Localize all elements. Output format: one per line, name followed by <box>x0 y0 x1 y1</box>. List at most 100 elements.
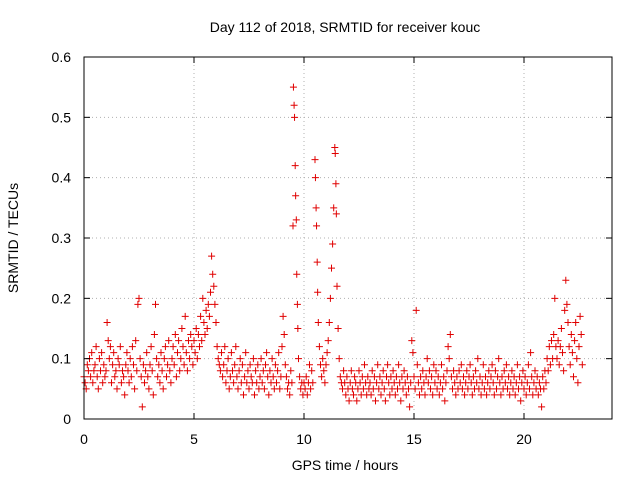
data-point <box>289 83 297 91</box>
data-point <box>171 331 179 339</box>
data-point <box>201 331 209 339</box>
data-point <box>368 367 376 375</box>
data-point <box>265 391 273 399</box>
data-point <box>389 367 397 375</box>
data-point <box>293 270 301 278</box>
data-point <box>280 331 288 339</box>
x-tick-label: 20 <box>516 431 532 447</box>
data-point <box>526 385 533 393</box>
data-point <box>550 331 558 339</box>
y-tick-label: 0.2 <box>52 290 72 306</box>
data-point <box>235 367 243 375</box>
axis-ticks <box>83 56 612 420</box>
data-point <box>256 373 264 381</box>
data-point <box>535 379 543 387</box>
data-point <box>289 222 297 230</box>
data-point <box>252 367 260 375</box>
data-point <box>340 367 348 375</box>
data-point <box>313 258 321 266</box>
data-point <box>262 361 269 369</box>
data-point <box>209 270 217 278</box>
data-point <box>457 361 465 369</box>
data-point <box>218 349 225 357</box>
data-point <box>555 361 563 369</box>
data-point <box>400 367 408 375</box>
data-point <box>120 373 128 381</box>
data-point <box>557 325 565 332</box>
data-point <box>139 361 147 369</box>
data-point <box>136 355 144 363</box>
data-point <box>296 373 304 381</box>
data-point <box>455 367 463 375</box>
data-point <box>176 367 184 375</box>
data-point <box>570 373 577 381</box>
tick-labels: 0 5 10 15 20 0 0.1 0.2 0.3 0.4 0.5 0.6 <box>52 49 532 447</box>
data-point <box>169 343 177 351</box>
data-point <box>334 325 342 332</box>
data-point <box>366 379 374 387</box>
data-point <box>500 367 508 375</box>
data-point <box>523 379 531 387</box>
data-point <box>474 355 482 363</box>
data-point <box>174 349 181 357</box>
data-point <box>524 361 532 369</box>
data-point <box>534 391 542 399</box>
data-point <box>511 391 519 399</box>
data-point <box>309 379 317 387</box>
data-point <box>109 361 117 369</box>
data-point <box>202 306 210 314</box>
data-point <box>428 373 436 381</box>
data-point <box>232 343 240 351</box>
data-point <box>117 379 125 387</box>
data-point <box>258 379 266 387</box>
data-point <box>116 343 124 351</box>
data-point <box>98 349 106 357</box>
data-point <box>566 361 574 369</box>
data-point <box>452 391 460 399</box>
data-point <box>154 373 162 381</box>
data-point <box>224 355 232 363</box>
data-point <box>291 113 299 121</box>
data-point <box>240 391 247 399</box>
data-point <box>212 318 220 326</box>
data-point <box>556 343 564 351</box>
x-tick-label: 10 <box>296 431 312 447</box>
y-tick-label: 0.4 <box>52 170 72 186</box>
data-point <box>577 331 585 339</box>
data-point <box>146 361 154 369</box>
data-point <box>88 349 96 357</box>
data-point <box>230 379 238 387</box>
data-point <box>204 300 212 308</box>
data-point <box>531 367 539 375</box>
data-point <box>290 101 298 109</box>
data-point <box>412 306 420 314</box>
data-point <box>332 210 340 218</box>
data-point <box>161 343 169 351</box>
data-point <box>539 373 547 381</box>
data-point <box>466 361 474 369</box>
data-point <box>329 240 337 248</box>
data-point <box>147 343 155 351</box>
data-point <box>192 325 200 332</box>
data-point <box>286 391 294 399</box>
data-point <box>495 355 503 363</box>
data-point <box>376 373 384 381</box>
data-point <box>199 294 207 302</box>
data-point <box>567 331 575 339</box>
data-point <box>490 391 498 399</box>
data-point <box>442 379 450 387</box>
data-point <box>565 343 573 351</box>
data-point <box>188 343 196 351</box>
data-point <box>315 343 323 351</box>
data-point <box>137 373 145 381</box>
data-point <box>132 337 140 345</box>
data-point <box>191 349 199 357</box>
data-point <box>491 367 499 375</box>
data-point <box>469 373 477 381</box>
data-point <box>193 355 201 363</box>
data-point <box>81 379 89 387</box>
x-tick-label: 15 <box>406 431 422 447</box>
data-point <box>527 349 535 357</box>
data-point <box>324 337 332 345</box>
data-point <box>170 361 178 369</box>
